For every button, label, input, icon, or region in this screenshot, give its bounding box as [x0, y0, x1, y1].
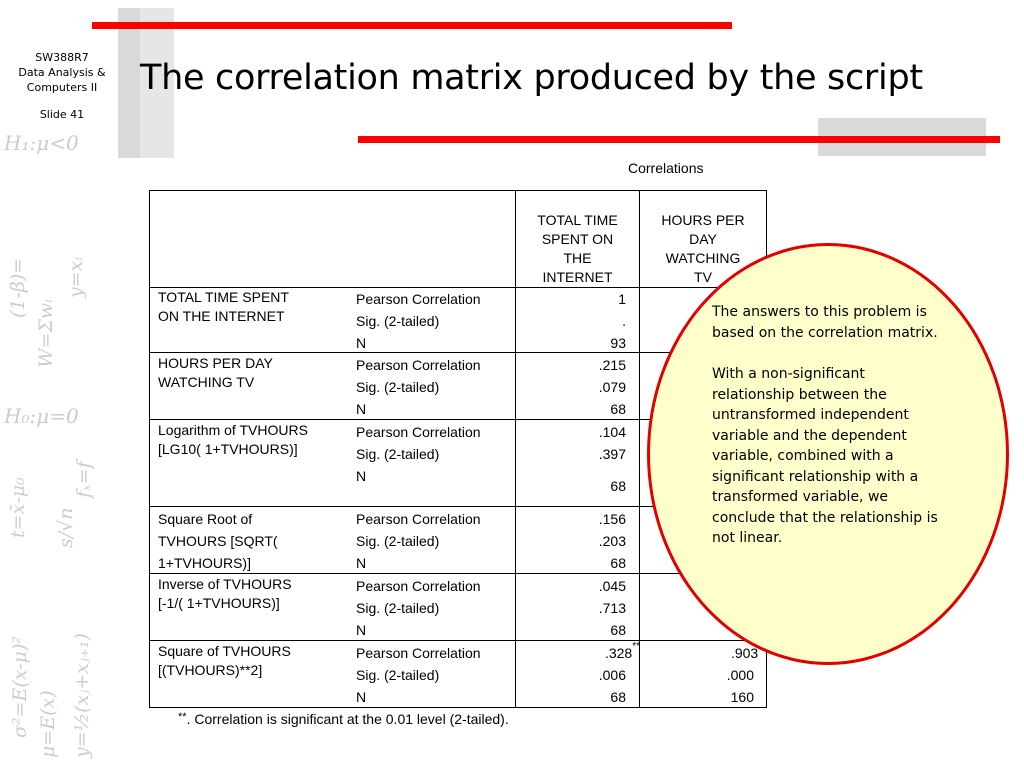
table-left-border: [149, 190, 150, 708]
svg-text:σ²=E(x-μ)²: σ²=E(x-μ)²: [9, 636, 31, 738]
callout-paragraph-2: With a non-significant relationship betw…: [712, 366, 938, 546]
table-footnote: **. Correlation is significant at the 0.…: [178, 711, 509, 727]
footnote-text: . Correlation is significant at the 0.01…: [186, 711, 509, 727]
stat-labels-row1: Pearson Correlation Sig. (2-tailed) N: [356, 291, 481, 351]
table-stub-border: [515, 190, 516, 708]
footnote-mark: **: [178, 711, 187, 723]
svg-text:y=xᵢ: y=xᵢ: [65, 257, 87, 299]
stat-labels-row2: Pearson Correlation Sig. (2-tailed) N: [356, 357, 481, 417]
values-row2-col1: .215 .079 68: [598, 357, 626, 417]
callout-paragraph-1: The answers to this problem is based on …: [712, 304, 938, 341]
svg-text:H₁:μ<0: H₁:μ<0: [3, 131, 79, 155]
stat-labels-row3: Pearson Correlation Sig. (2-tailed) N: [356, 424, 481, 484]
row-divider-4: [149, 573, 767, 574]
row-divider-1: [149, 352, 767, 353]
formula-watermark: H₁:μ<0 H₀:μ=0 (1-β)= W=Σwᵢ y=xᵢ t=x̄-μ₀ …: [2, 118, 112, 768]
table-title: Correlations: [628, 160, 704, 176]
svg-text:t=x̄-μ₀: t=x̄-μ₀: [7, 477, 29, 538]
row-label-log-tvhours: Logarithm of TVHOURS [LG10( 1+TVHOURS)]: [158, 422, 308, 457]
svg-text:H₀:μ=0: H₀:μ=0: [3, 404, 79, 428]
row-divider-3: [149, 506, 767, 507]
value-square-r-internet: .328: [604, 645, 633, 661]
gray-bar-left-shade: [140, 8, 174, 158]
column-header-internet: TOTAL TIME SPENT ON THE INTERNET: [537, 212, 618, 285]
stat-labels-row5: Pearson Correlation Sig. (2-tailed) N: [356, 578, 481, 638]
svg-text:s/√n: s/√n: [55, 508, 77, 549]
significance-mark: **: [632, 641, 640, 652]
gray-bar-left: [118, 8, 140, 158]
svg-text:fₓ=f: fₓ=f: [73, 458, 95, 500]
red-line-bottom: [358, 136, 1000, 143]
row-label-sqrt-tvhours: Square Root of TVHOURS [SQRT( 1+TVHOURS)…: [158, 511, 278, 571]
stat-labels-row4: Pearson Correlation Sig. (2-tailed) N: [356, 511, 481, 571]
svg-text:y=½(xⱼ+xⱼ₊₁): y=½(xⱼ+xⱼ₊₁): [71, 633, 93, 759]
svg-text:μ=E(x): μ=E(x): [37, 690, 59, 758]
values-row6-col1: .328** .006 68: [598, 641, 640, 706]
callout-ellipse: [647, 243, 1009, 665]
course-label: SW388R7 Data Analysis & Computers II Sli…: [0, 50, 124, 122]
values-row1-col1: 1 . 93: [610, 291, 626, 351]
stat-labels-row6: Pearson Correlation Sig. (2-tailed) N: [356, 645, 481, 705]
slide-number: Slide 41: [39, 108, 85, 121]
values-row5-col1: .045 .713 68: [598, 578, 626, 638]
table-column-border: [639, 190, 640, 708]
formula-watermark-graphic: H₁:μ<0 H₀:μ=0 (1-β)= W=Σwᵢ y=xᵢ t=x̄-μ₀ …: [3, 131, 95, 759]
row-label-tvhours: HOURS PER DAY WATCHING TV: [158, 355, 273, 390]
callout-text: The answers to this problem is based on …: [712, 302, 944, 570]
table-top-border: [149, 190, 767, 191]
row-label-inverse-tvhours: Inverse of TVHOURS [-1/( 1+TVHOURS)]: [158, 576, 292, 611]
svg-text:(1-β)=: (1-β)=: [7, 258, 29, 318]
column-header-tvhours: HOURS PER DAY WATCHING TV: [661, 212, 745, 285]
slide-title: The correlation matrix produced by the s…: [140, 58, 923, 98]
values-row6-col2: .903** .000 160: [644, 642, 766, 708]
course-name-line2: Computers II: [26, 81, 98, 94]
value-square-r-tvhours: .903: [730, 645, 759, 661]
svg-text:W=Σwᵢ: W=Σwᵢ: [35, 299, 57, 368]
values-row4-col1: .156 .203 68: [598, 511, 626, 571]
values-row3-col1: .104 .397 68: [598, 424, 626, 494]
course-name-line1: Data Analysis &: [18, 66, 106, 79]
row-divider-5: [149, 640, 767, 641]
row-divider-2: [149, 419, 767, 420]
row-label-internet: TOTAL TIME SPENT ON THE INTERNET: [158, 289, 289, 324]
row-label-square-tvhours: Square of TVHOURS [(TVHOURS)**2]: [158, 643, 291, 678]
course-code: SW388R7: [35, 51, 89, 64]
red-line-top: [92, 22, 732, 29]
table-header-border: [149, 287, 767, 288]
table-bottom-border: [149, 707, 767, 708]
